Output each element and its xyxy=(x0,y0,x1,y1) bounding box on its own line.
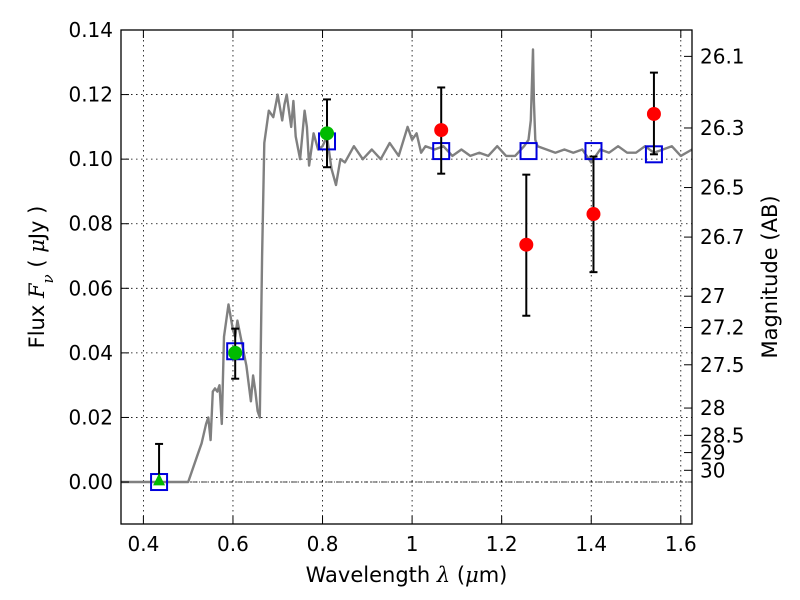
y-tick-label: 0.06 xyxy=(68,276,113,300)
observed-flux-point xyxy=(228,345,243,360)
y-axis-label: Flux Fν ( μJy ) xyxy=(25,206,57,349)
right-tick-label: 26.1 xyxy=(700,44,745,68)
x-tick-label: 0.6 xyxy=(217,532,249,556)
upper-limit-marker xyxy=(153,473,166,486)
x-tick-label: 0.8 xyxy=(307,532,339,556)
right-axis-label: Magnitude (AB) xyxy=(758,195,782,358)
plot-area xyxy=(121,48,693,492)
y-tick-label: 0.00 xyxy=(68,470,113,494)
right-tick-label: 27 xyxy=(700,284,725,308)
grid xyxy=(121,29,692,524)
y-tick-label: 0.04 xyxy=(68,341,113,365)
right-tick-label: 27.5 xyxy=(700,353,745,377)
right-tick-label: 26.5 xyxy=(700,176,745,200)
right-tick-label: 30 xyxy=(700,458,725,482)
right-tick-label: 26.7 xyxy=(700,225,745,249)
x-tick-label: 1.2 xyxy=(486,532,518,556)
right-tick-label: 28 xyxy=(700,396,725,420)
x-tick-label: 1 xyxy=(406,532,419,556)
x-tick-label: 1.4 xyxy=(575,532,607,556)
observed-flux-point xyxy=(320,126,335,141)
y-tick-label: 0.10 xyxy=(68,147,113,171)
y-tick-label: 0.02 xyxy=(68,405,113,429)
y-tick-label: 0.08 xyxy=(68,212,113,236)
x-tick-label: 0.4 xyxy=(127,532,159,556)
x-tick-label: 1.6 xyxy=(665,532,697,556)
axes-frame xyxy=(120,29,693,525)
right-tick-label: 28.5 xyxy=(700,423,745,447)
right-tick-label: 26.3 xyxy=(700,116,745,140)
model-flux-box xyxy=(519,142,538,161)
ticks: 0.4 0.6 0.8 1 1.2 1.4 1.6 0.00 0.02 0.04 0.06 0.08 0… xyxy=(68,18,744,556)
y-tick-label: 0.12 xyxy=(68,83,113,107)
observed-flux-point xyxy=(519,237,534,252)
observed-flux-point xyxy=(434,123,449,138)
observed-flux-point xyxy=(646,106,661,121)
y-tick-label: 0.14 xyxy=(68,18,113,42)
right-tick-label: 27.2 xyxy=(700,315,745,339)
observed-flux-point xyxy=(586,207,601,222)
x-axis-label: Wavelength λ (μm) xyxy=(306,563,508,587)
right-tick-label: 29 xyxy=(700,441,725,465)
